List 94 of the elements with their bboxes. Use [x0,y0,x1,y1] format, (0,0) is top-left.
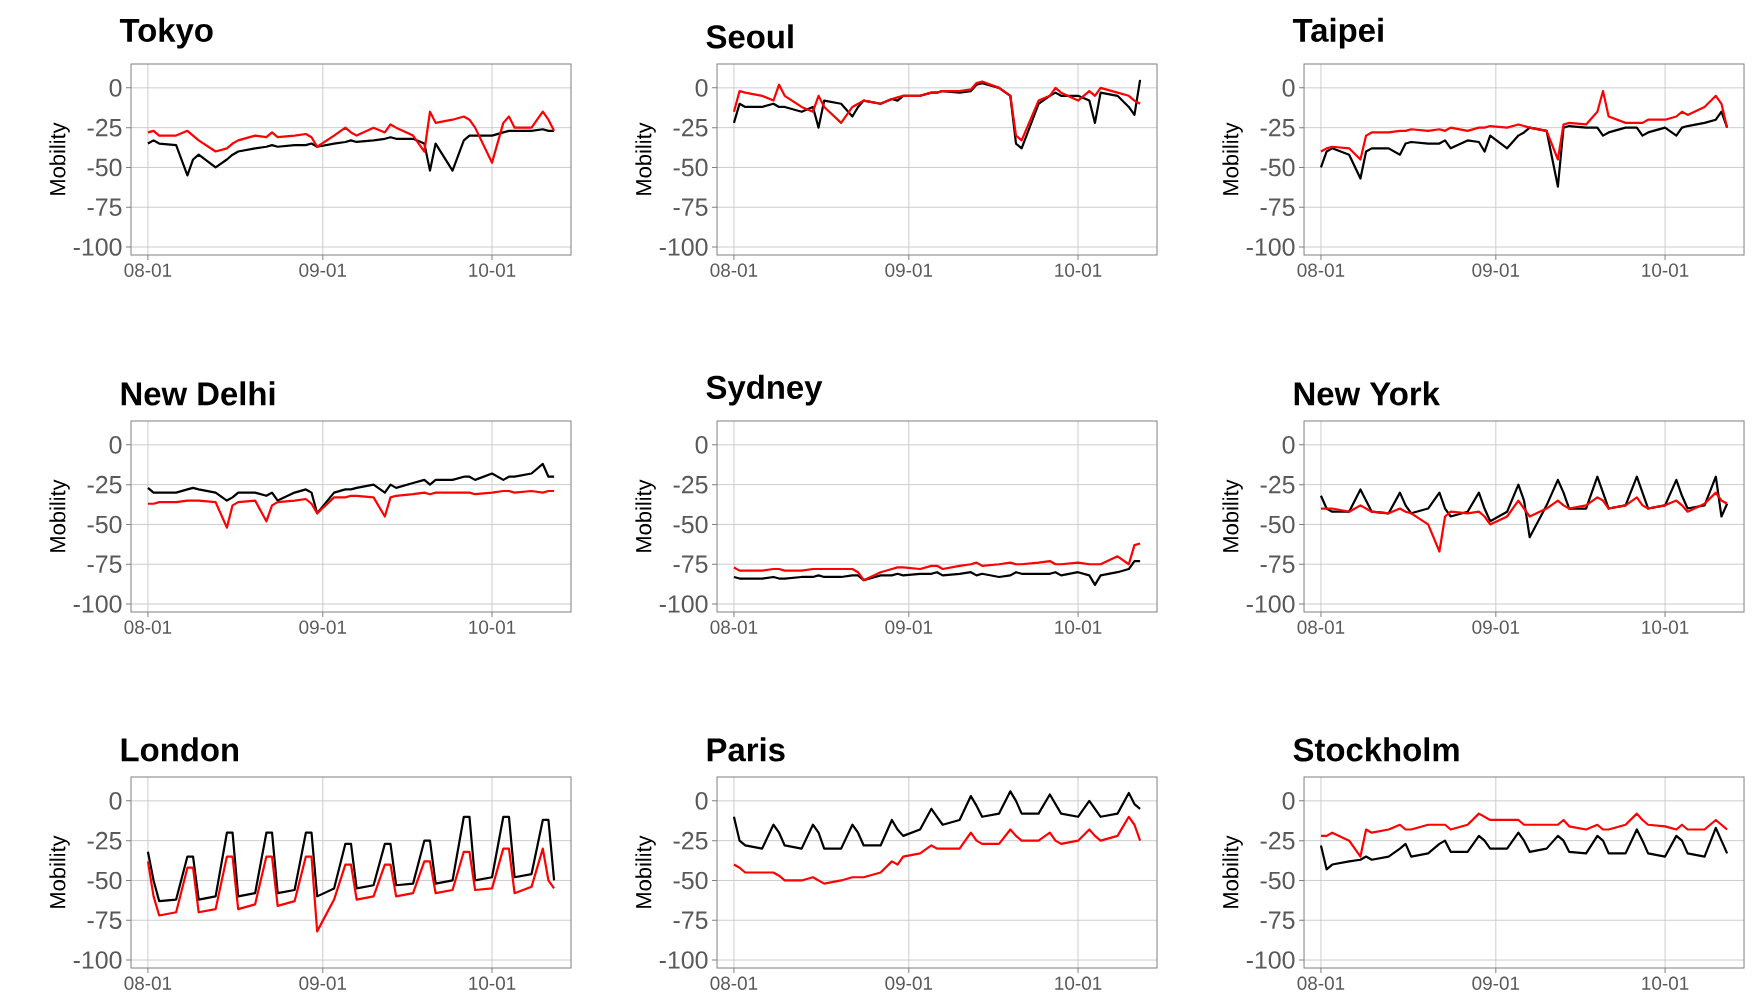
x-tick-label: 09-01 [885,263,933,277]
y-tick-label: 0 [109,436,122,454]
chart-title: London [121,737,239,762]
x-tick-label: 08-01 [710,976,758,990]
y-tick-label: 0 [1282,79,1295,97]
y-tick-label: -75 [673,911,708,929]
y-tick-label: -100 [659,238,708,256]
y-tick-label: -50 [1260,871,1295,890]
y-tick-label: -25 [673,475,708,494]
y-tick-label: 0 [695,79,708,97]
y-tick-label: -100 [659,595,708,613]
x-tick-label: 10-01 [1055,976,1102,990]
y-tick-label: -50 [87,871,122,890]
x-tick-label: 09-01 [299,976,347,990]
y-tick-label: -25 [1260,475,1295,494]
y-tick-label: -75 [1260,555,1295,573]
x-tick-label: 09-01 [885,620,933,634]
y-tick-label: -50 [1260,158,1295,177]
x-tick-label: 09-01 [885,976,933,990]
x-tick-label: 10-01 [1055,263,1102,277]
x-tick-label: 10-01 [469,976,516,990]
y-tick-label: -75 [87,911,122,929]
x-tick-label: 08-01 [1297,620,1345,634]
y-tick-label: -75 [87,555,122,573]
chart-title: Tokyo [119,17,213,49]
chart-title: Paris [707,737,785,762]
chart-title: Seoul [706,24,793,49]
y-tick-label: -50 [673,515,708,534]
line-series [1319,826,1729,871]
x-tick-label: 09-01 [1472,263,1520,277]
y-tick-label: -50 [87,158,122,177]
y-tick-label: -50 [673,871,708,890]
y-tick-label: 0 [695,436,708,454]
y-tick-label: -25 [87,118,122,137]
y-tick-label: -50 [1260,515,1295,534]
y-tick-label: -75 [673,555,708,573]
y-axis-title: Mobility [49,835,70,908]
y-tick-label: -100 [1246,951,1295,969]
y-tick-label: -75 [1260,198,1295,216]
y-tick-label: -100 [73,951,122,969]
chart-title: New Delhi [121,381,275,406]
y-tick-label: 0 [109,79,122,97]
y-axis-title: Mobility [1222,122,1243,195]
y-axis-title: Mobility [49,122,70,195]
x-tick-label: 09-01 [299,263,347,277]
line-series [146,110,556,164]
x-tick-label: 10-01 [1642,620,1689,634]
y-tick-label: -75 [87,198,122,216]
y-tick-label: 0 [1282,792,1295,810]
y-axis-title: Mobility [635,479,656,552]
chart-title: Taipei [1292,17,1383,49]
x-tick-label: 10-01 [469,620,516,634]
x-tick-label: 10-01 [1642,263,1689,277]
y-axis-title: Mobility [1222,479,1243,552]
x-tick-label: 08-01 [710,620,758,634]
x-tick-label: 08-01 [1297,976,1345,990]
x-tick-label: 08-01 [124,263,172,277]
y-tick-label: -25 [1260,831,1295,850]
y-axis-title: Mobility [635,835,656,908]
chart-title: Stockholm [1293,737,1459,762]
y-tick-label: -50 [87,515,122,534]
x-tick-label: 09-01 [299,620,347,634]
x-tick-label: 08-01 [1297,263,1345,277]
y-axis-title: Mobility [635,122,656,195]
x-tick-label: 10-01 [1642,976,1689,990]
y-tick-label: -100 [1246,238,1295,256]
y-tick-label: -25 [87,475,122,494]
y-axis-title: Mobility [49,479,70,552]
x-tick-label: 09-01 [1472,976,1520,990]
y-tick-label: -25 [673,831,708,850]
y-tick-label: -100 [659,951,708,969]
y-tick-label: -50 [673,158,708,177]
x-tick-label: 09-01 [1472,620,1520,634]
chart-title: Sydney [706,374,823,406]
line-series [146,815,556,903]
y-tick-label: -25 [673,118,708,137]
y-tick-label: -25 [1260,118,1295,137]
y-tick-label: 0 [695,792,708,810]
x-tick-label: 08-01 [710,263,758,277]
x-tick-label: 10-01 [1055,620,1102,634]
x-tick-label: 10-01 [469,263,516,277]
y-tick-label: 0 [1282,436,1295,454]
chart-title: New York [1294,381,1440,406]
y-tick-label: -100 [73,238,122,256]
y-tick-label: -100 [73,595,122,613]
y-tick-label: -25 [87,831,122,850]
y-axis-title: Mobility [1222,835,1243,908]
y-tick-label: 0 [109,792,122,810]
line-series [146,847,556,933]
x-tick-label: 08-01 [124,620,172,634]
x-tick-label: 08-01 [124,976,172,990]
y-tick-label: -75 [673,198,708,216]
y-tick-label: -100 [1246,595,1295,613]
y-tick-label: -75 [1260,911,1295,929]
